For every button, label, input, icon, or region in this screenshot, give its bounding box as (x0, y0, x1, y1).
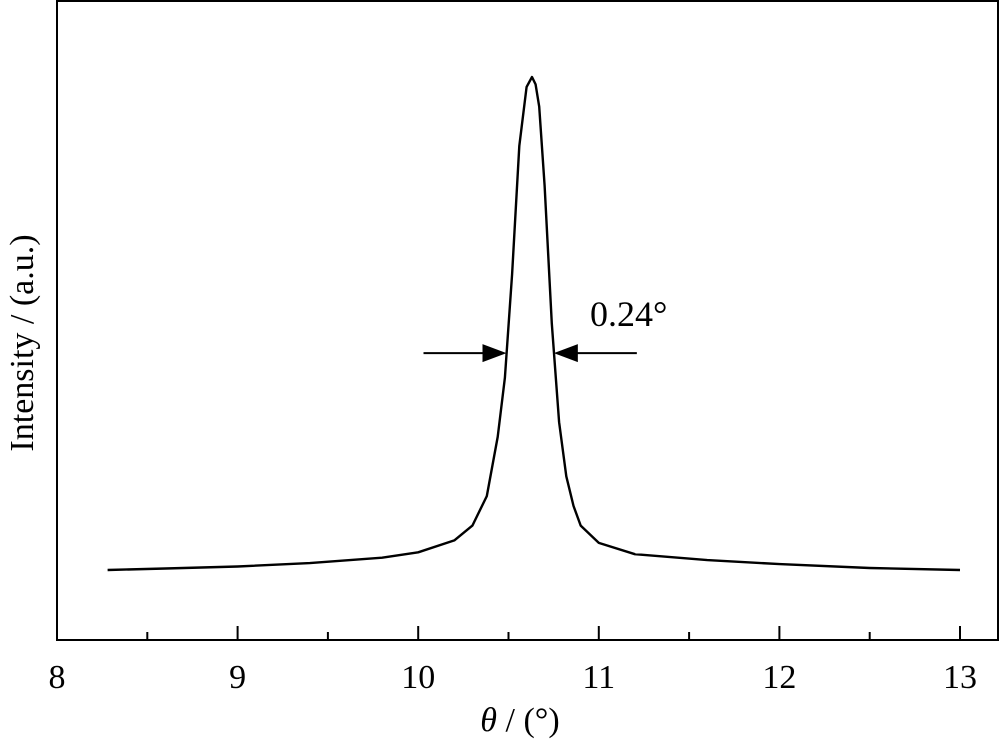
fwhm-annotation: 0.24° (423, 294, 667, 363)
intensity-curve (107, 75, 961, 572)
x-tick-label: 10 (401, 659, 435, 696)
x-tick-label: 8 (49, 659, 66, 696)
x-tick-label: 13 (943, 659, 977, 696)
x-tick-label: 9 (229, 659, 246, 696)
y-axis-label: Intensity / (a.u.) (4, 234, 41, 451)
x-tick-labels: 8 9 10 11 12 13 (49, 659, 978, 696)
fwhm-left-arrowhead (482, 344, 507, 363)
x-axis-label: θ / (°) (480, 702, 559, 739)
fwhm-right-arrowhead (553, 344, 578, 363)
x-tick-label: 11 (582, 659, 615, 696)
x-tick-marks (56, 626, 961, 640)
x-tick-label: 12 (762, 659, 796, 696)
fwhm-label: 0.24° (590, 294, 667, 334)
plot-frame (56, 0, 999, 641)
